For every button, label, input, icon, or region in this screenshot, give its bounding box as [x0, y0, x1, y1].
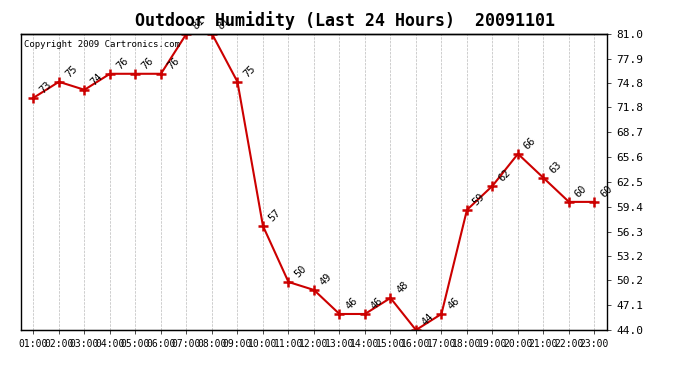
Text: 76: 76	[114, 55, 130, 71]
Text: 75: 75	[63, 63, 79, 79]
Text: 81: 81	[216, 15, 232, 31]
Text: 63: 63	[548, 159, 564, 175]
Text: 76: 76	[139, 55, 155, 71]
Text: 81: 81	[190, 15, 206, 31]
Text: 49: 49	[318, 271, 334, 287]
Text: 48: 48	[395, 279, 411, 295]
Text: 60: 60	[599, 183, 615, 199]
Text: 59: 59	[471, 191, 487, 207]
Text: 76: 76	[165, 55, 181, 71]
Text: 66: 66	[522, 135, 538, 151]
Text: 73: 73	[38, 79, 54, 95]
Text: 46: 46	[369, 295, 385, 311]
Text: 60: 60	[573, 183, 589, 199]
Text: 50: 50	[293, 263, 308, 279]
Text: Outdoor Humidity (Last 24 Hours)  20091101: Outdoor Humidity (Last 24 Hours) 2009110…	[135, 11, 555, 30]
Text: Copyright 2009 Cartronics.com: Copyright 2009 Cartronics.com	[23, 40, 179, 49]
Text: 75: 75	[241, 63, 257, 79]
Text: 44: 44	[420, 311, 436, 327]
Text: 57: 57	[267, 207, 283, 223]
Text: 62: 62	[497, 167, 513, 183]
Text: 46: 46	[344, 295, 359, 311]
Text: 46: 46	[446, 295, 462, 311]
Text: 74: 74	[88, 71, 104, 87]
